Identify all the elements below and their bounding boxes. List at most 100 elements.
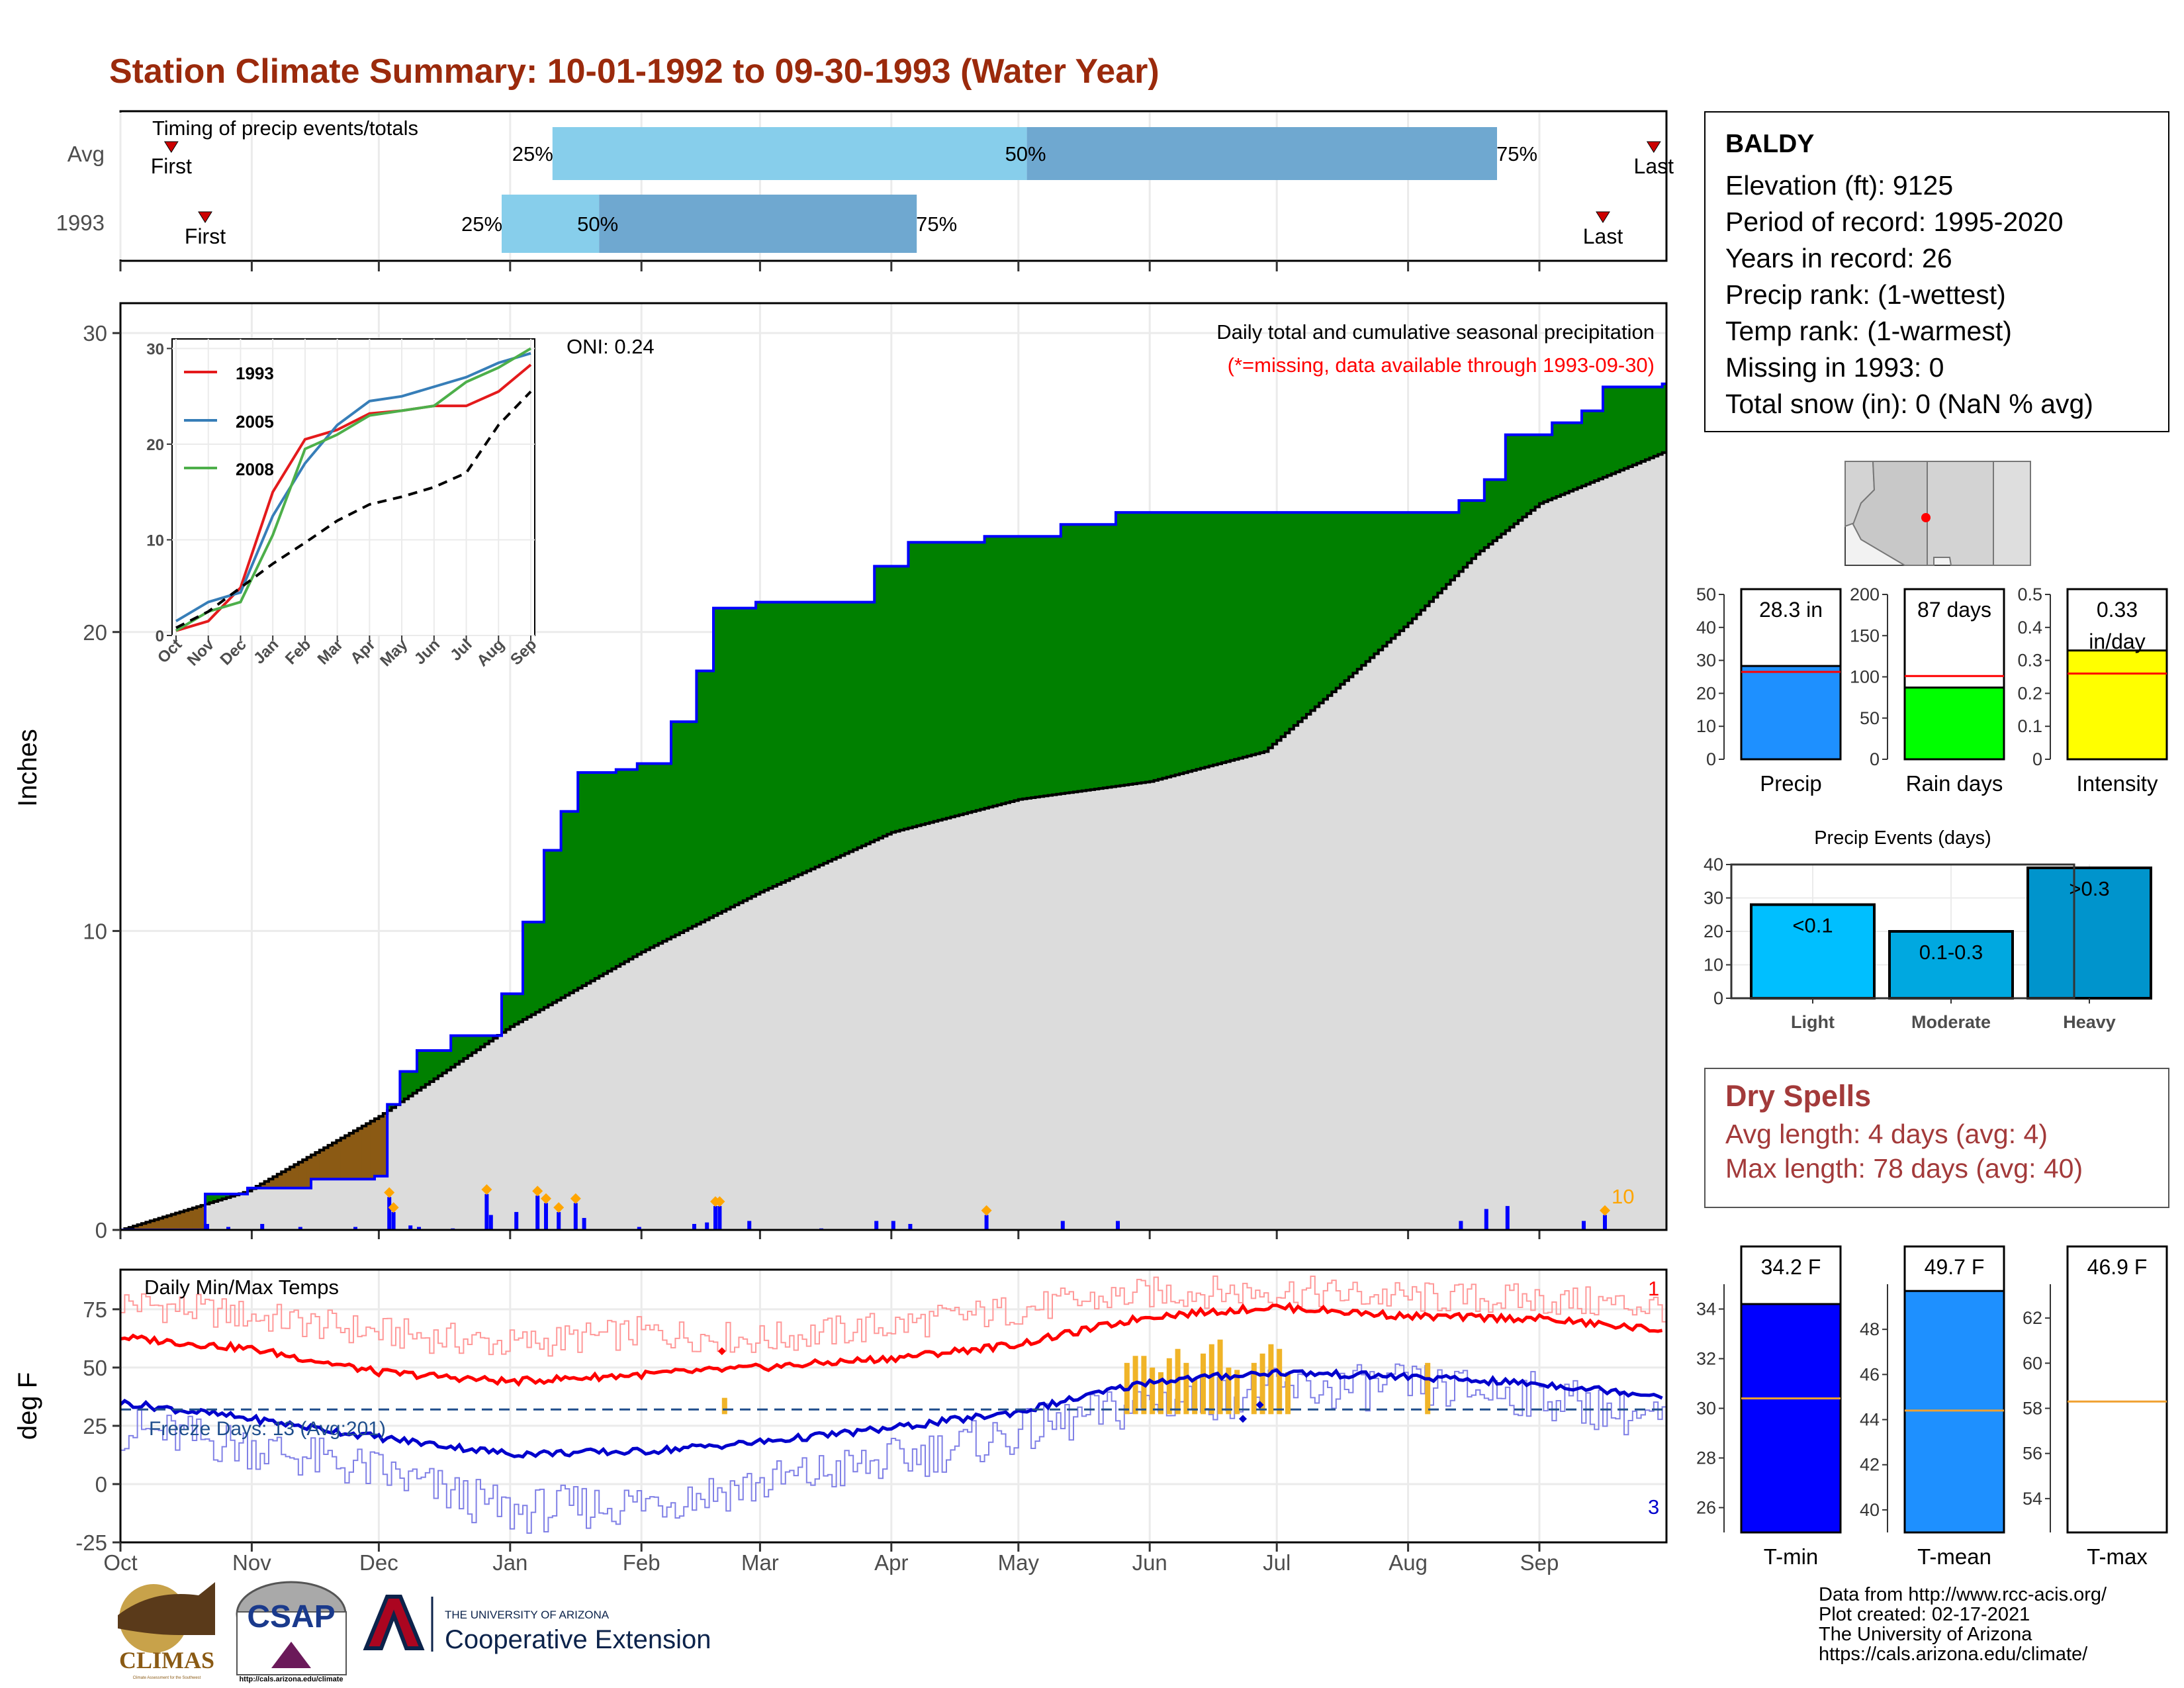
- surplus-fill-day: [976, 542, 981, 811]
- deficit-fill-day: [154, 1219, 159, 1230]
- events-y-tick-label-30: 30: [1704, 888, 1723, 908]
- surplus-fill-day: [747, 608, 752, 899]
- extreme-event-marker: [384, 1187, 395, 1198]
- surplus-fill-day: [696, 671, 702, 925]
- temp-summary-t-min-y-tick-label: 28: [1696, 1448, 1716, 1468]
- surplus-fill-day: [1433, 512, 1438, 598]
- surplus-fill-day: [442, 1051, 447, 1073]
- surplus-fill-day: [1247, 512, 1252, 757]
- surplus-fill-day: [844, 602, 850, 854]
- extreme-event-marker: [714, 1196, 725, 1207]
- surplus-fill-day: [1484, 479, 1489, 548]
- summary-intensity-y-tick-label: 0.1: [2017, 716, 2042, 736]
- precip-y-tick-label-30: 30: [83, 321, 107, 346]
- surplus-fill-day: [1353, 512, 1358, 673]
- credit-university: The University of Arizona: [1819, 1624, 2032, 1645]
- timing-bars: 25% 50% 75% First Last 25% 50% 75% First Last: [151, 127, 1674, 253]
- summary-precip-value-label: 28.3 in: [1759, 598, 1823, 622]
- surplus-fill-day: [412, 1071, 418, 1094]
- surplus-fill-day: [721, 608, 727, 912]
- summary-intensity-bar: [2066, 649, 2168, 761]
- temp-y-tick-label-50: 50: [83, 1356, 107, 1380]
- month-label-Mar: Mar: [741, 1550, 779, 1575]
- surplus-fill-day: [679, 722, 684, 933]
- surplus-fill-day: [1619, 387, 1625, 471]
- timing-first-label-1993: First: [185, 224, 226, 248]
- surplus-fill-day: [692, 722, 697, 927]
- surplus-fill-day: [827, 602, 833, 862]
- extreme-event-marker: [388, 1202, 399, 1213]
- surplus-fill-day: [946, 542, 951, 818]
- month-label-Dec: Dec: [359, 1550, 398, 1575]
- surplus-fill-day: [573, 811, 578, 991]
- surplus-fill-day: [578, 773, 583, 988]
- daily-precip-bar: [557, 1211, 561, 1230]
- deficit-fill-day: [366, 1123, 371, 1180]
- events-bar-label-moderate: 0.1-0.3: [1919, 941, 1983, 964]
- surplus-fill-day: [1026, 536, 1032, 798]
- events-bar-label-light: <0.1: [1792, 914, 1833, 937]
- surplus-fill-day: [1289, 512, 1295, 729]
- surplus-fill-day: [1611, 387, 1616, 474]
- precip-y-tick-label-0: 0: [95, 1218, 107, 1243]
- surplus-fill-day: [768, 602, 774, 888]
- temp-record-range-bar: [1192, 1379, 1198, 1415]
- daily-precip-bar: [692, 1223, 696, 1230]
- surplus-fill-day: [709, 671, 714, 918]
- summary-intensity-y-tick-label: 0.4: [2017, 618, 2042, 637]
- timing-p75-label-1993: 75%: [916, 212, 957, 236]
- summary-rain-days-y-tick-label: 50: [1860, 708, 1880, 728]
- surplus-fill-day: [743, 608, 748, 901]
- surplus-fill-day: [751, 608, 756, 897]
- surplus-fill-day: [1056, 536, 1062, 794]
- legend-label-1993: 1993: [236, 363, 274, 383]
- daily-precip-bar: [535, 1196, 540, 1230]
- summary-precip-y-tick-label: 10: [1696, 716, 1716, 736]
- inset-series-line-2005: [175, 352, 531, 623]
- temp-summary-t-min-y-tick-label: 34: [1696, 1299, 1716, 1319]
- surplus-fill-day: [1535, 434, 1540, 507]
- timing-p25-label-1993: 25%: [461, 212, 502, 236]
- daily-precip-bar: [514, 1211, 519, 1230]
- csap-url: http://cals.arizona.edu/climate: [239, 1675, 343, 1683]
- surplus-fill-day: [425, 1051, 430, 1085]
- station-years: Years in record: 26: [1725, 243, 1952, 273]
- timing-bar-50-75-Avg: [1026, 127, 1497, 180]
- temp-summary-t-mean-y-tick-label: 44: [1860, 1410, 1880, 1430]
- temp-summary-charts: 26 28 30 32 34 34.2 F T-min 40 42 44 46 48 49.7 F T-m…: [1696, 1245, 2168, 1569]
- surplus-fill-day: [1319, 512, 1324, 704]
- surplus-fill-day: [1539, 434, 1544, 504]
- temp-summary-t-min-bar: [1740, 1303, 1842, 1534]
- surplus-fill-day: [997, 536, 1002, 805]
- surplus-fill-day: [582, 773, 587, 986]
- temp-record-marker: [717, 1347, 726, 1356]
- surplus-fill-day: [1171, 512, 1176, 776]
- daily-precip-bar: [717, 1205, 722, 1230]
- daily-tmin-line: [120, 1363, 1666, 1534]
- summary-intensity-value-label: 0.33: [2097, 598, 2138, 622]
- temp-summary-t-max-y-tick-label: 58: [2023, 1399, 2042, 1419]
- surplus-fill-day: [548, 850, 553, 1006]
- timing-p75-label-Avg: 75%: [1496, 142, 1537, 165]
- timing-p50-label-1993: 50%: [577, 212, 618, 236]
- surplus-fill-day: [700, 671, 705, 922]
- precip-chart-title: Daily total and cumulative seasonal prec…: [1216, 320, 1655, 344]
- summary-rain-days-value-label: 87 days: [1917, 598, 1991, 622]
- surplus-fill-day: [222, 1194, 227, 1199]
- surplus-fill-day: [1268, 512, 1273, 748]
- surplus-fill-day: [1658, 387, 1663, 455]
- surplus-fill-day: [1060, 524, 1066, 794]
- surplus-fill-day: [510, 994, 515, 1027]
- surplus-fill-day: [476, 1035, 481, 1050]
- summary-intensity-y-tick-label: 0.2: [2017, 683, 2042, 703]
- surplus-fill-day: [1086, 524, 1091, 790]
- surplus-fill-day: [1586, 410, 1591, 485]
- temp-summary-t-mean-group: 40 42 44 46 48 49.7 F T-mean: [1860, 1245, 2005, 1569]
- station-elevation: Elevation (ft): 9125: [1725, 170, 1954, 201]
- inset-series-line-2008: [175, 347, 532, 632]
- surplus-fill-day: [933, 542, 938, 821]
- surplus-fill-day: [853, 602, 858, 850]
- deficit-fill-day: [281, 1172, 287, 1188]
- surplus-fill-day: [666, 763, 672, 939]
- timing-p50-label-Avg: 50%: [1005, 142, 1046, 165]
